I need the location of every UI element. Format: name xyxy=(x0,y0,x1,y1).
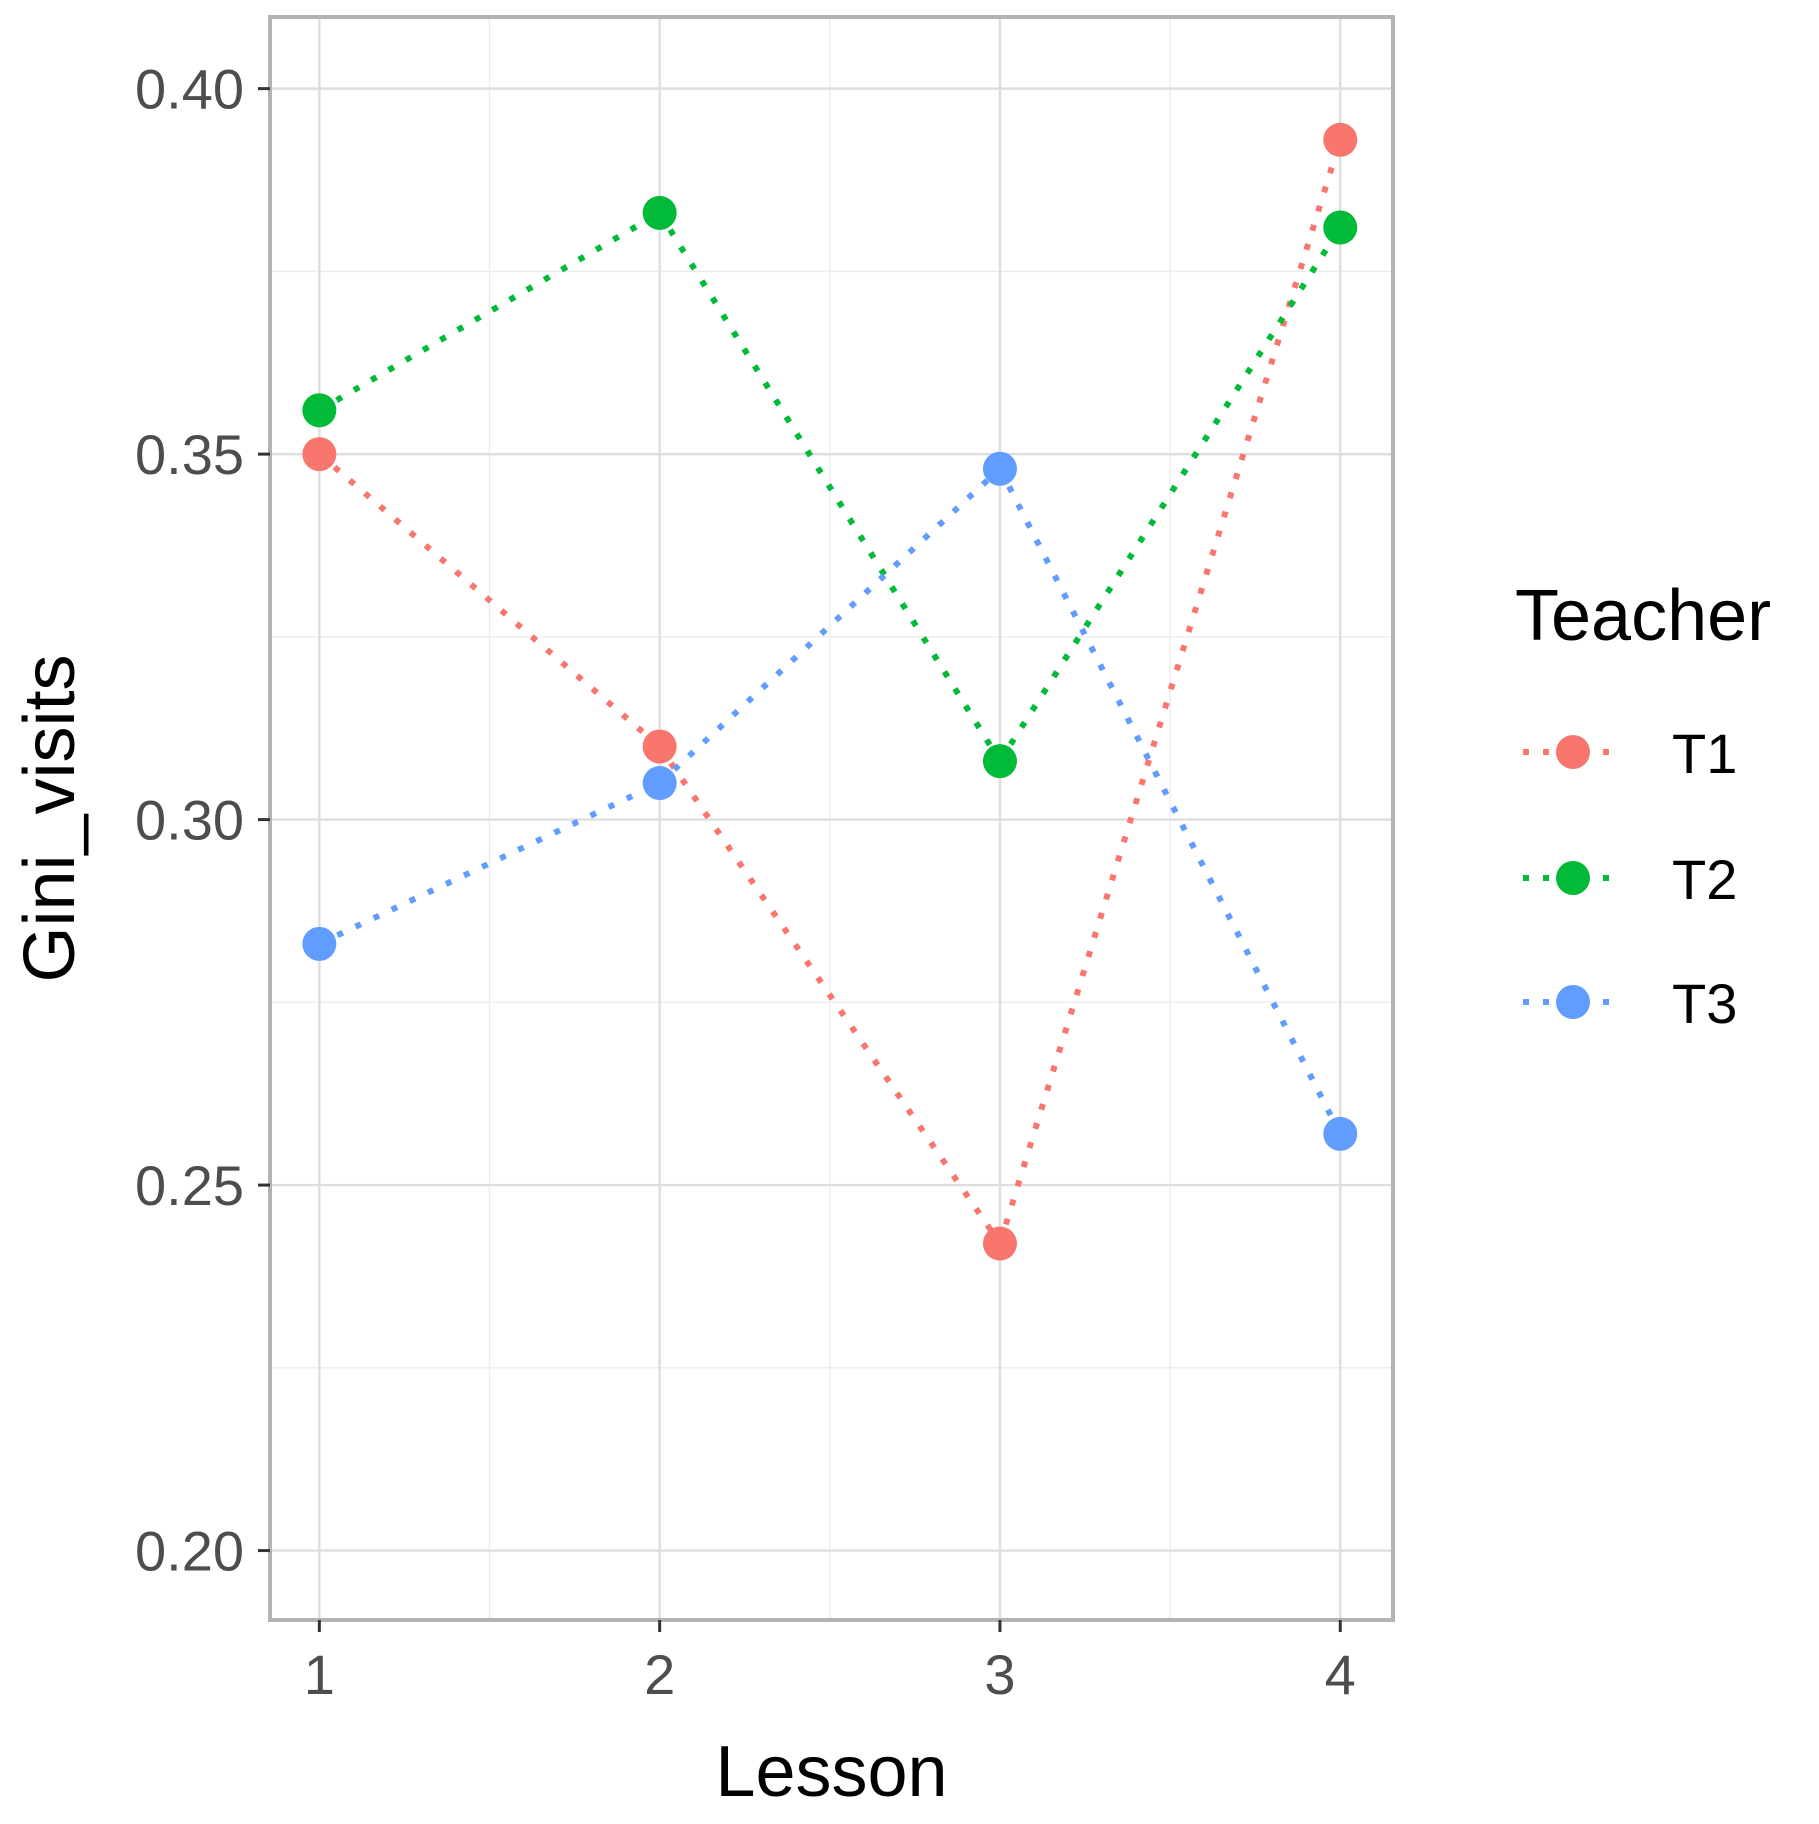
series-layer xyxy=(302,122,1358,1261)
y-tick-label: 0.30 xyxy=(135,789,244,852)
legend: Teacher T1 T2 T3 xyxy=(1515,576,1771,1035)
legend-title: Teacher xyxy=(1515,576,1771,656)
data-point xyxy=(302,393,337,428)
x-tick-label: 1 xyxy=(304,1643,335,1706)
legend-label: T3 xyxy=(1672,972,1737,1035)
legend-label: T1 xyxy=(1672,722,1737,785)
data-point xyxy=(982,744,1017,779)
data-point xyxy=(302,437,337,472)
series-t1 xyxy=(317,138,1344,1246)
series-line-segment xyxy=(657,744,1003,1246)
series-line-segment xyxy=(657,211,1003,763)
legend-item-t1: T1 xyxy=(1523,722,1737,785)
legend-items: T1 T2 T3 xyxy=(1523,722,1737,1035)
legend-item-t3: T3 xyxy=(1523,972,1737,1035)
data-point xyxy=(1323,210,1358,245)
series-points-t3 xyxy=(302,451,1358,1151)
series-points-t2 xyxy=(302,195,1358,779)
series-t3 xyxy=(318,466,1343,1136)
data-point xyxy=(302,926,337,961)
data-point xyxy=(642,729,677,764)
data-point xyxy=(642,195,677,230)
x-tick-label: 2 xyxy=(644,1643,675,1706)
data-point xyxy=(1323,1116,1358,1151)
gridlines xyxy=(270,17,1393,1620)
legend-item-t2: T2 xyxy=(1523,848,1737,911)
data-point xyxy=(982,1226,1017,1261)
series-line-segment xyxy=(317,451,662,749)
x-tick-label: 3 xyxy=(984,1643,1015,1706)
y-axis: 0.20 0.25 0.30 0.35 0.40 xyxy=(135,58,270,1583)
series-line-segment xyxy=(997,225,1343,763)
legend-label: T2 xyxy=(1672,848,1737,911)
series-line-segment xyxy=(317,210,662,413)
y-axis-title: Gini_visits xyxy=(10,654,90,982)
y-tick-label: 0.35 xyxy=(135,423,244,486)
series-line-segment xyxy=(997,138,1344,1245)
legend-key-point xyxy=(1556,735,1590,769)
data-point xyxy=(1323,122,1358,157)
legend-key-point xyxy=(1556,861,1590,895)
x-axis-title: Lesson xyxy=(715,1732,947,1812)
legend-key-point xyxy=(1556,985,1590,1019)
series-line-segment xyxy=(318,780,661,947)
series-line-segment xyxy=(997,467,1343,1136)
series-t2 xyxy=(317,210,1343,763)
series-points-t1 xyxy=(302,122,1358,1261)
data-point xyxy=(982,451,1017,486)
x-axis: 1 2 3 4 xyxy=(304,1620,1356,1706)
y-tick-label: 0.20 xyxy=(135,1520,244,1583)
y-tick-label: 0.25 xyxy=(135,1154,244,1217)
x-tick-label: 4 xyxy=(1325,1643,1356,1706)
y-tick-label: 0.40 xyxy=(135,58,244,121)
data-point xyxy=(642,766,677,801)
